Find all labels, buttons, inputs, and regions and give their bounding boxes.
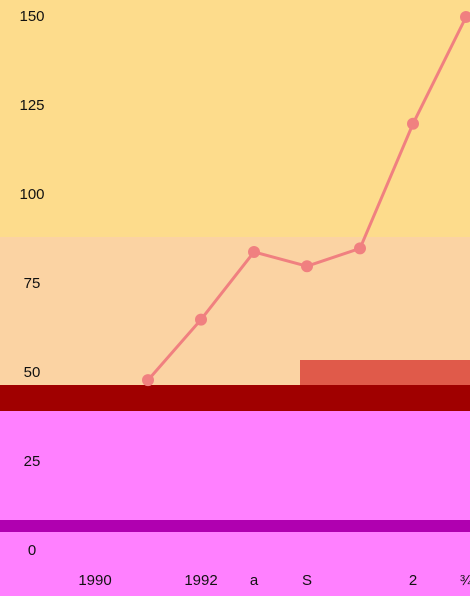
- y-tick-label: 25: [24, 453, 41, 470]
- point: [460, 11, 470, 23]
- x-tick-label: 2: [409, 572, 417, 589]
- background-band: [0, 385, 470, 411]
- background-band: [0, 0, 470, 237]
- x-tick-label: ¾: [460, 572, 470, 589]
- point: [301, 260, 313, 273]
- background-band: [0, 520, 470, 532]
- point: [354, 242, 366, 255]
- y-tick-label: 125: [19, 97, 44, 114]
- x-tick-label: 1990: [78, 572, 111, 589]
- x-tick-label: a: [250, 572, 259, 589]
- point: [142, 374, 154, 387]
- y-tick-label: 0: [28, 542, 36, 559]
- y-tick-label: 150: [19, 8, 44, 25]
- point: [195, 313, 207, 326]
- y-tick-label: 100: [19, 186, 44, 203]
- x-tick-label: 1992: [184, 572, 217, 589]
- point: [407, 117, 419, 130]
- background-band: [300, 360, 470, 385]
- background-band: [0, 411, 470, 596]
- y-tick-label: 75: [24, 275, 41, 292]
- point: [248, 245, 260, 258]
- y-tick-label: 50: [24, 364, 41, 381]
- x-tick-label: S: [302, 572, 312, 589]
